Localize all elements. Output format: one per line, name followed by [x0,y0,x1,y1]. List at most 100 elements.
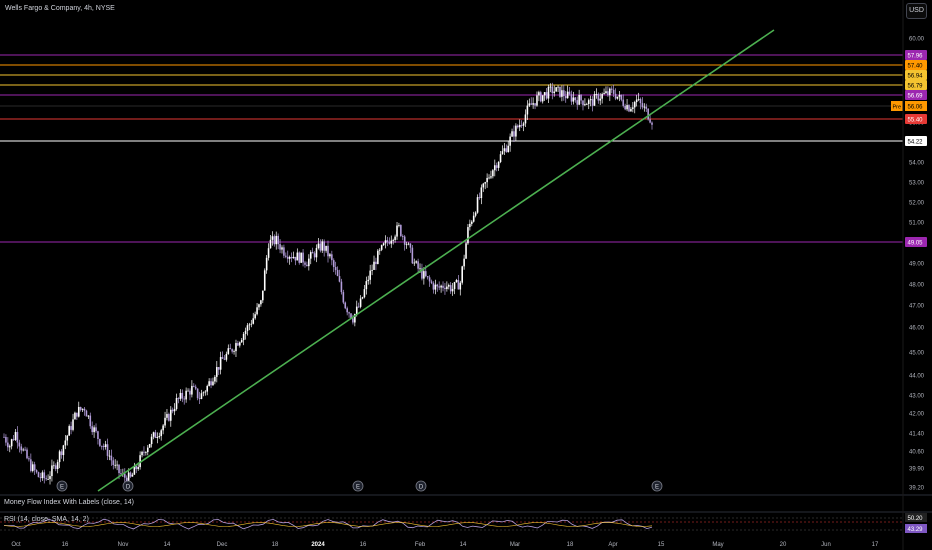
candle-body [106,444,109,456]
candle-body [509,136,511,146]
dividend-marker-icon[interactable] [122,480,134,492]
mfi-indicator-label[interactable]: Money Flow Index With Labels (close, 14) [4,499,134,506]
y-tick-label: 53.00 [909,181,925,187]
candle-body [22,449,24,451]
x-tick-label: Mar [510,542,520,548]
candle-body [74,412,76,420]
candle-body [472,215,475,222]
candle-body [227,348,230,354]
candle-body [296,252,299,261]
candle-body [277,235,279,245]
candle-body [306,264,308,267]
y-tick-label: 44.00 [909,374,925,380]
candle-body [269,239,272,249]
candle-body [313,253,316,258]
candle-body [332,260,335,268]
currency-button[interactable]: USD [906,3,927,19]
price-level-label: 57.40 [908,64,924,70]
candle-body [396,225,398,237]
candle-body [440,285,442,288]
x-tick-label: Jun [821,542,831,548]
candle-body [386,240,389,242]
candle-body [551,86,554,94]
x-tick-label: 20 [780,542,787,548]
candle-body [488,177,490,179]
candle-body [7,442,9,448]
price-level-tag [905,70,927,80]
price-level-label: 54.22 [908,140,924,146]
candle-body [375,261,377,265]
candle-body [394,236,396,241]
price-level-label: 56.79 [908,84,924,90]
earnings-marker-icon[interactable] [651,480,663,492]
trendline[interactable] [97,29,775,492]
candle-body [607,91,609,96]
candle-body [156,436,159,438]
candle-body [206,385,209,392]
candle-body [559,86,561,97]
candle-body [110,455,113,461]
candle-body [66,435,69,441]
candle-body [137,467,140,469]
candle-body [281,247,283,250]
candle-body [210,381,212,386]
candle-body [357,306,360,308]
candle-body [568,91,571,95]
x-tick-label: Feb [415,542,426,548]
candle-body [580,94,582,101]
candle-body [85,410,88,417]
candle-body [555,87,557,92]
candle-body [212,381,214,386]
candle-body [100,445,103,447]
candle-body [574,97,577,101]
candle-body [467,227,469,244]
candle-body [434,284,437,290]
price-level-label: 56.94 [908,74,924,80]
y-tick-label: 54.00 [909,161,925,167]
candle-body [371,269,373,271]
candle-body [582,100,584,106]
candle-body [290,257,293,259]
earnings-marker-icon[interactable] [352,480,364,492]
candle-body [231,349,233,352]
earnings-marker-icon[interactable] [56,480,68,492]
candle-body [79,406,82,410]
candle-body [507,145,510,153]
candle-body [530,103,533,105]
symbol-title: Wells Fargo & Company, 4h, NYSE [5,5,115,12]
candle-body [286,256,289,259]
candle-body [93,427,95,433]
candle-body [248,324,251,326]
candle-body [413,262,416,264]
x-tick-label: Nov [118,542,129,548]
price-level-tag [905,136,927,146]
candle-body [576,100,579,105]
candle-body [637,98,640,100]
candle-body [145,452,147,453]
rsi-value-1: 50.20 [908,516,924,522]
y-tick-label: 40.60 [909,450,925,456]
candle-body [72,419,74,430]
dividend-marker-icon[interactable] [415,480,427,492]
candle-body [647,108,649,120]
candle-body [148,444,151,448]
candle-body [319,243,322,251]
candle-body [597,93,600,101]
price-level-tag [905,114,927,124]
candle-body [436,284,439,287]
candle-body [317,243,320,249]
candle-body [601,93,603,99]
candle-body [208,381,210,386]
price-level-label: 55.40 [908,118,924,124]
candle-body [125,477,128,483]
candle-body [570,94,573,102]
candle-body [419,268,421,270]
candle-body [515,125,517,137]
candle-body [346,308,348,313]
candle-body [112,460,115,465]
rsi-indicator-label[interactable]: RSI (14, close, SMA, 14, 2) [4,516,89,523]
event-marker-label: D [126,484,131,490]
candle-body [223,358,226,360]
candle-body [321,241,324,251]
